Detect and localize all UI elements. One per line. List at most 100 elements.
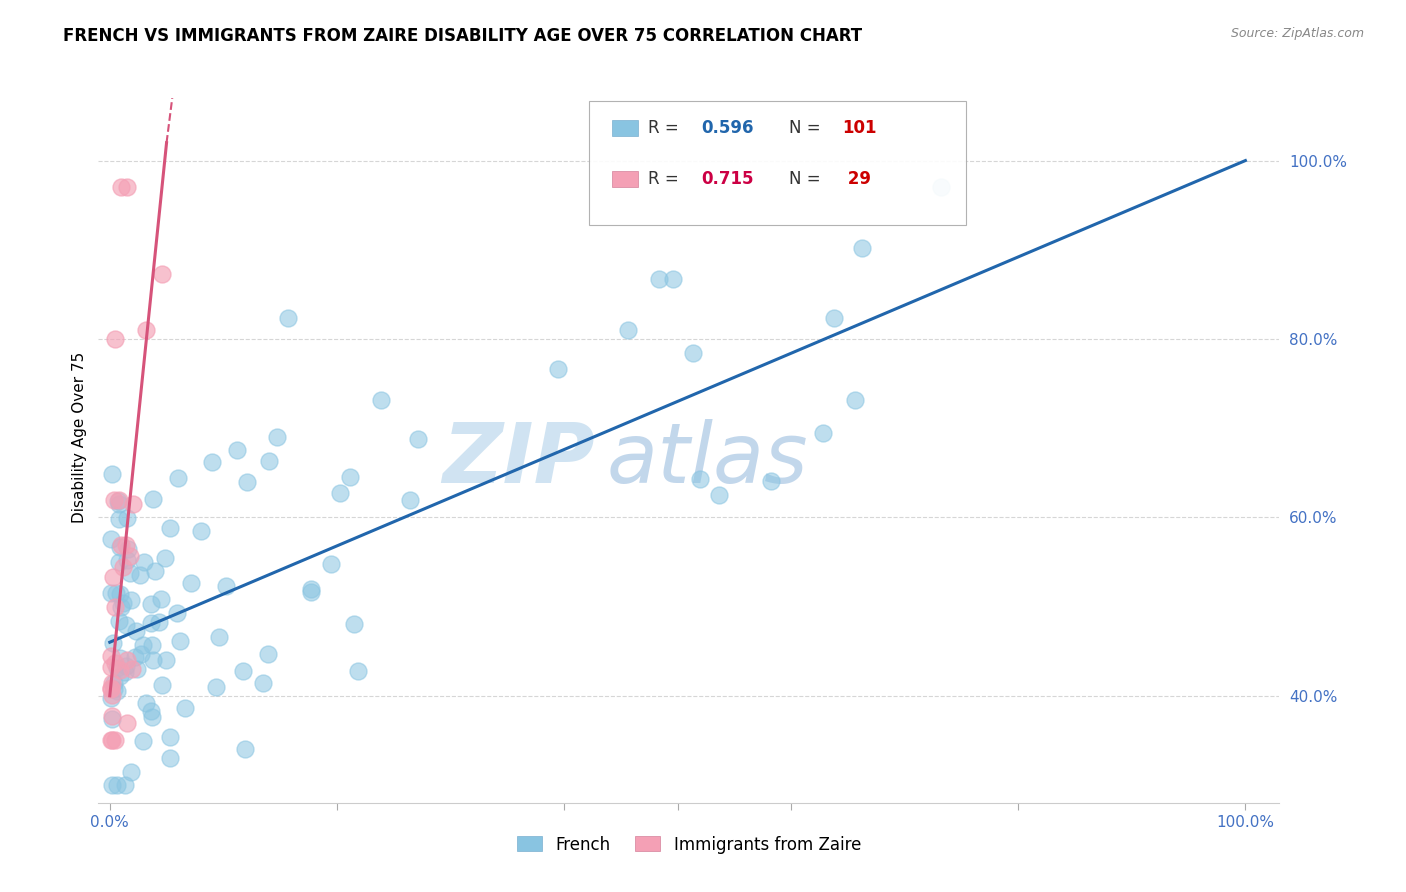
Point [115,618,138,632]
Point [343,616,366,631]
Point [121,662,143,676]
Point [150,678,173,692]
Point [132,555,155,569]
Point [148,615,170,629]
Point [100,648,122,663]
Point [142,491,165,506]
Point [132,734,155,748]
Point [100,690,122,705]
Point [100,681,122,696]
Point [100,585,122,599]
Point [682,346,704,360]
Point [408,432,430,446]
Point [159,751,181,765]
Point [169,634,191,648]
Point [232,664,254,678]
Point [811,426,834,441]
Point [120,592,142,607]
Point [339,469,361,483]
Point [319,558,342,572]
Text: FRENCH VS IMMIGRANTS FROM ZAIRE DISABILITY AGE OVER 75 CORRELATION CHART: FRENCH VS IMMIGRANTS FROM ZAIRE DISABILI… [63,27,862,45]
Point [159,730,181,744]
Point [114,778,136,792]
Point [105,661,128,675]
Point [115,180,138,194]
Point [205,680,228,694]
Point [166,606,188,620]
Point [135,323,157,337]
Point [108,497,131,511]
Legend: French, Immigrants from Zaire: French, Immigrants from Zaire [510,829,868,860]
Point [647,272,669,286]
Point [299,584,322,599]
Point [118,549,141,563]
Point [135,696,157,710]
Point [931,179,953,194]
Point [120,765,142,780]
Point [129,648,152,662]
Point [117,541,139,556]
Point [266,430,288,444]
Point [142,653,165,667]
Point [107,494,129,508]
FancyBboxPatch shape [589,101,966,225]
Point [115,511,138,525]
Text: Source: ZipAtlas.com: Source: ZipAtlas.com [1230,27,1364,40]
Point [131,638,153,652]
Point [100,708,122,723]
Point [141,615,163,630]
Point [100,689,122,703]
Point [125,624,148,638]
Point [114,665,136,679]
Point [101,676,124,690]
Point [329,486,352,500]
Text: 0.715: 0.715 [700,169,754,188]
Text: N =: N = [789,119,827,136]
Point [150,267,173,281]
Point [108,541,131,555]
Point [547,361,569,376]
Point [107,512,129,526]
Point [108,556,131,570]
Bar [612,120,638,136]
Point [110,651,132,665]
Point [103,570,125,584]
Point [104,332,127,346]
Text: 101: 101 [842,119,877,136]
Text: atlas: atlas [606,418,808,500]
Point [159,521,181,535]
Point [226,443,249,458]
Point [252,675,274,690]
Text: R =: R = [648,119,683,136]
Point [166,471,188,485]
Point [155,653,177,667]
Point [111,560,134,574]
Point [101,636,124,650]
Point [370,392,392,407]
Point [201,455,224,469]
Point [101,712,124,726]
Point [299,582,322,596]
Point [110,180,132,194]
Point [277,310,299,325]
Point [101,778,124,792]
Point [399,493,422,508]
Point [114,538,136,552]
Point [108,663,131,677]
Point [139,597,162,611]
Point [233,742,256,756]
Point [121,497,143,511]
Point [107,684,129,698]
Point [214,578,236,592]
Y-axis label: Disability Age Over 75: Disability Age Over 75 [72,351,87,523]
Point [190,524,212,538]
Point [110,599,132,614]
Point [844,392,866,407]
Point [141,704,163,718]
Point [104,656,127,670]
Point [110,538,132,552]
Point [823,310,845,325]
Point [662,271,685,285]
Point [689,472,711,486]
Point [257,454,280,468]
